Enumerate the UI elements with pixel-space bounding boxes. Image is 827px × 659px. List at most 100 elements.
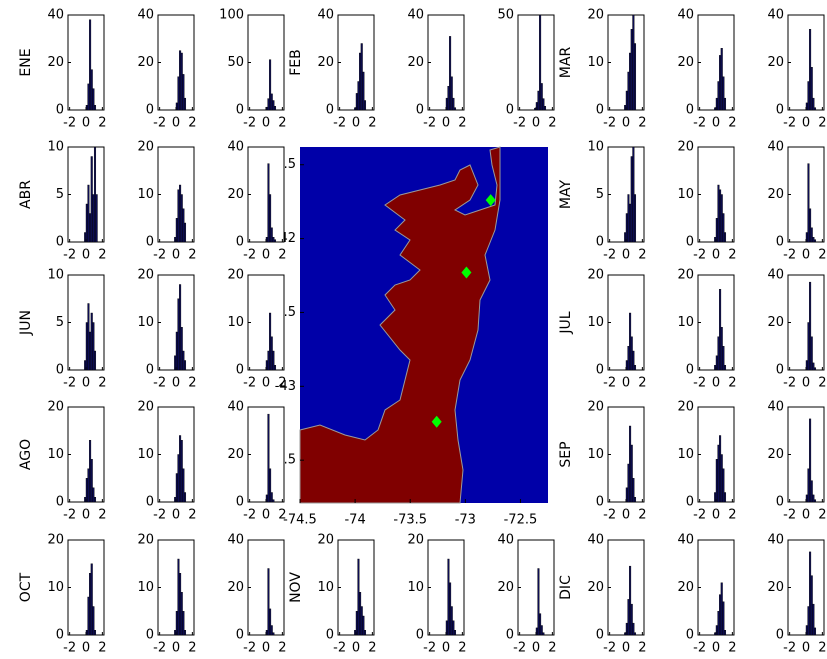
- x-tick-label: -2: [63, 508, 76, 523]
- axes-box: [607, 146, 645, 243]
- x-tick-label: 2: [188, 508, 196, 523]
- hist-bar: [269, 59, 272, 111]
- x-tick-label: -2: [243, 376, 256, 391]
- hist-bar: [717, 184, 720, 243]
- y-tick-label: 40: [767, 533, 784, 548]
- y-tick-label: 10: [677, 447, 694, 462]
- hist-bar: [269, 312, 272, 371]
- y-tick-label: 0: [56, 363, 64, 378]
- hist-bar: [450, 606, 453, 636]
- x-tick-label: -74.5: [283, 513, 317, 528]
- x-tick-label: 0: [262, 116, 270, 131]
- y-tick-label: 5: [56, 315, 64, 330]
- hist-bar: [633, 497, 637, 503]
- hist-bar: [177, 454, 180, 503]
- hist-bar: [720, 454, 723, 503]
- hist-bar: [89, 331, 92, 371]
- hist-bar: [722, 468, 725, 503]
- hist-bar: [359, 592, 362, 636]
- hist-bar: [85, 203, 88, 243]
- hist-bar: [175, 331, 178, 371]
- y-tick-label: 0: [686, 103, 694, 118]
- y-tick-label: 10: [317, 580, 334, 595]
- hist-bar: [267, 568, 270, 636]
- x-tick-label: 0: [82, 116, 90, 131]
- x-tick-label: 2: [638, 508, 646, 523]
- hist-bar: [357, 558, 360, 636]
- month-label: MAR: [558, 47, 574, 79]
- hist-bar: [363, 100, 367, 111]
- axes-box: [517, 14, 555, 111]
- y-tick-label: 0: [776, 628, 784, 643]
- hist-bar: [813, 367, 817, 371]
- x-tick-label: 2: [638, 641, 646, 656]
- y-tick-label: 10: [587, 447, 604, 462]
- x-tick-label: -2: [243, 508, 256, 523]
- hist-bar: [182, 74, 185, 111]
- hist-bar: [360, 606, 363, 636]
- hist-bar: [180, 194, 183, 243]
- x-tick-label: 0: [172, 248, 180, 263]
- hist-bar: [632, 622, 635, 636]
- x-tick-label: 0: [712, 248, 720, 263]
- hist-bar: [92, 194, 95, 243]
- hist-bar: [269, 608, 272, 636]
- y-tick-label: 40: [227, 533, 244, 548]
- y-tick-label: 20: [317, 55, 334, 70]
- hist-bar: [93, 497, 97, 503]
- hist-bar: [182, 468, 185, 503]
- hist-bar: [810, 480, 813, 503]
- x-tick-label: -2: [693, 248, 706, 263]
- y-tick-label: 0: [236, 103, 244, 118]
- hist-bar: [717, 336, 720, 371]
- y-tick-label: 20: [587, 580, 604, 595]
- map-panel: [299, 146, 548, 504]
- x-tick-label: 2: [728, 248, 736, 263]
- hist-bar: [722, 76, 725, 111]
- x-tick-label: -2: [783, 248, 796, 263]
- axes-box: [247, 146, 285, 243]
- x-tick-label: -2: [243, 116, 256, 131]
- hist-bar: [629, 203, 632, 243]
- y-tick-label: 5: [56, 187, 64, 202]
- hist-bar: [90, 156, 93, 243]
- x-tick-label: -2: [333, 641, 346, 656]
- hist-bar: [633, 632, 637, 636]
- hist-bar: [90, 69, 93, 111]
- y-tick-label: 20: [497, 580, 514, 595]
- y-tick-label: 0: [686, 363, 694, 378]
- hist-bar: [272, 499, 275, 503]
- x-tick-label: -2: [153, 376, 166, 391]
- y-tick-label: 50: [497, 8, 514, 23]
- hist-bar: [720, 327, 723, 371]
- hist-bar: [717, 81, 720, 111]
- axes-box: [247, 406, 285, 503]
- hist-bar: [87, 184, 90, 243]
- x-tick-label: -2: [603, 376, 616, 391]
- hist-bar: [715, 459, 718, 503]
- x-tick-label: 2: [188, 248, 196, 263]
- hist-bar: [177, 298, 180, 371]
- hist-bar: [87, 303, 90, 371]
- hist-bar: [270, 336, 273, 371]
- x-tick-label: 0: [172, 116, 180, 131]
- hist-bar: [180, 592, 183, 636]
- hist-bar: [355, 611, 358, 636]
- x-tick-label: -2: [693, 508, 706, 523]
- hist-bar: [630, 156, 633, 243]
- x-tick-label: 2: [818, 116, 826, 131]
- x-tick-label: 0: [262, 376, 270, 391]
- axes-box: [787, 406, 825, 503]
- x-tick-label: -2: [783, 376, 796, 391]
- y-tick-label: 0: [776, 495, 784, 510]
- y-tick-label: .5: [284, 157, 296, 172]
- hist-bar: [719, 289, 722, 371]
- y-tick-label: 20: [407, 533, 424, 548]
